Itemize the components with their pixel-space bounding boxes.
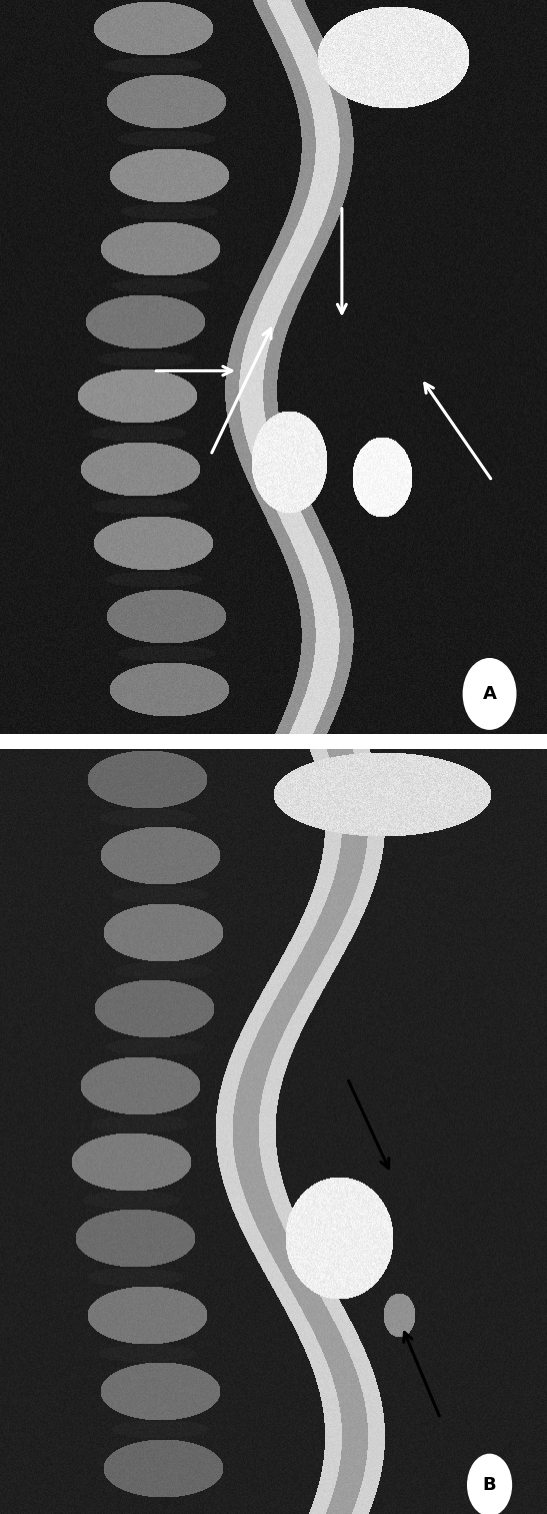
Circle shape: [468, 1455, 511, 1514]
Text: B: B: [483, 1476, 496, 1494]
Text: A: A: [482, 684, 497, 702]
Circle shape: [463, 659, 516, 730]
